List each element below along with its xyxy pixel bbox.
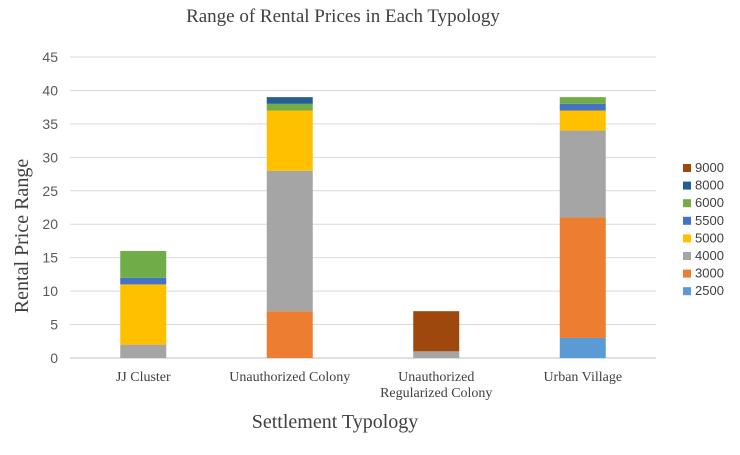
bar-segment-5500 [559, 103, 606, 111]
bar-segment-4000 [559, 130, 606, 218]
legend-label: 3000 [695, 266, 724, 281]
bar-segment-4000 [120, 344, 167, 358]
legend-swatch-3000 [683, 269, 691, 278]
bar-segment-8000 [266, 97, 313, 104]
x-category-label: Urban Village [543, 370, 622, 385]
y-tick-label: 45 [42, 49, 58, 65]
legend-label: 8000 [695, 178, 724, 193]
bar-segment-5500 [120, 277, 167, 285]
bar-segment-4000 [413, 351, 460, 358]
legend-label: 5000 [695, 230, 724, 245]
bar-segment-5000 [559, 110, 606, 131]
bar-segment-9000 [413, 311, 460, 352]
bar-segment-6000 [559, 97, 606, 104]
legend-label: 9000 [695, 160, 724, 175]
y-tick-label: 35 [42, 116, 58, 132]
y-tick-label: 40 [42, 82, 58, 98]
bar-segment-6000 [120, 250, 167, 278]
legend-label: 2500 [695, 283, 724, 298]
legend-swatch-2500 [683, 287, 691, 296]
legend-label: 5500 [695, 213, 724, 228]
y-tick-label: 10 [42, 283, 58, 299]
y-tick-label: 20 [42, 216, 58, 232]
legend-swatch-5000 [683, 234, 691, 243]
legend-swatch-6000 [683, 199, 691, 208]
gridlines [70, 56, 656, 359]
bar-segment-4000 [266, 170, 313, 312]
bar-segment-2500 [559, 337, 606, 358]
x-axis-categories: JJ Cluster Unauthorized Colony Unauthorize… [116, 370, 622, 401]
legend-swatch-5500 [683, 216, 691, 225]
bars [120, 97, 606, 358]
bar-segment-3000 [266, 311, 313, 358]
y-tick-label: 30 [42, 149, 58, 165]
y-tick-label: 25 [42, 183, 58, 199]
y-tick-label: 5 [50, 317, 58, 333]
bar-segment-5000 [120, 284, 167, 345]
legend-label: 4000 [695, 248, 724, 263]
legend-label: 6000 [695, 195, 724, 210]
bar-segment-5000 [266, 110, 313, 171]
legend-swatch-8000 [683, 181, 691, 190]
legend: 9000 8000 6000 5500 5000 4000 3000 2500 [683, 160, 724, 298]
y-tick-label: 15 [42, 250, 58, 266]
bar-segment-3000 [559, 217, 606, 338]
legend-swatch-9000 [683, 164, 691, 172]
bar-segment-6000 [266, 103, 313, 111]
chart-title: Range of Rental Prices in Each Typology [186, 6, 500, 27]
y-axis-ticks: 0 5 10 15 20 25 30 35 40 45 [42, 49, 58, 366]
y-axis-title: Rental Price Range [11, 159, 33, 314]
y-tick-label: 0 [50, 350, 58, 366]
x-axis-title: Settlement Typology [252, 411, 419, 433]
x-category-label: Unauthorized [398, 370, 474, 385]
x-category-label: Regularized Colony [380, 386, 492, 401]
legend-swatch-4000 [683, 252, 691, 260]
x-category-label: JJ Cluster [116, 370, 171, 385]
x-category-label: Unauthorized Colony [229, 370, 350, 385]
